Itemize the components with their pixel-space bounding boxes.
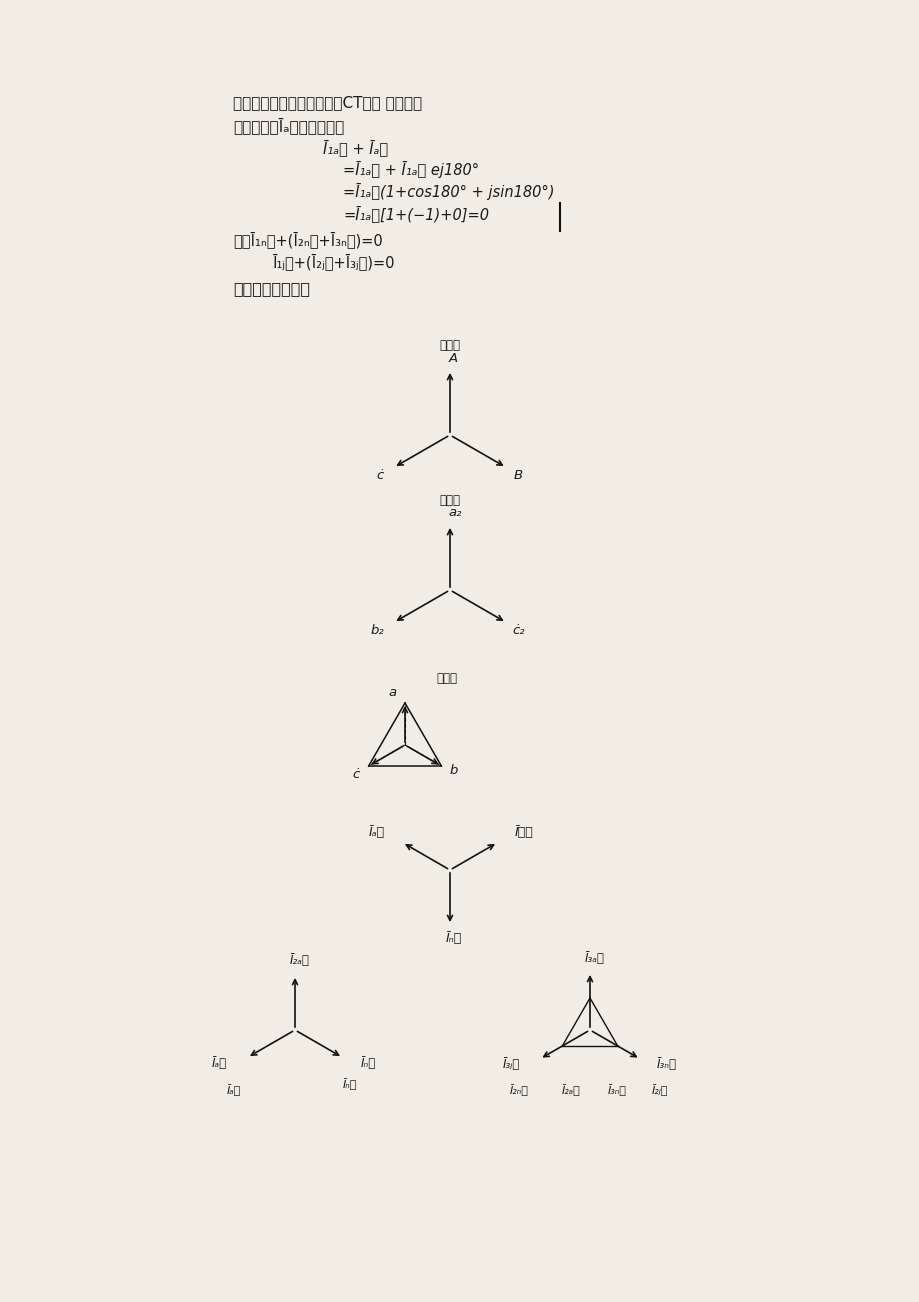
Text: Ī₃ₙ幂: Ī₃ₙ幂 [655,1059,675,1072]
Text: Ī₃ₙ线: Ī₃ₙ线 [607,1085,626,1096]
Text: A: A [448,352,457,365]
Text: b₂: b₂ [370,624,384,637]
Text: 同相位，并且都是负荷侧的CT二次 线电流，: 同相位，并且都是负荷侧的CT二次 线电流， [233,95,422,109]
Text: Īₐ幂: Īₐ幂 [211,1057,227,1070]
Text: Ī₂ₐ幂: Ī₂ₐ幂 [289,954,310,967]
Text: Īₙ线: Īₙ线 [446,932,461,945]
Text: ċ₂: ċ₂ [511,624,524,637]
Text: ċ: ċ [352,767,358,780]
Text: 中压侧: 中压侧 [439,493,460,506]
Text: 它们的和用Īₐ线表示，即：: 它们的和用Īₐ线表示，即： [233,117,344,134]
Text: 高压侧: 高压侧 [439,339,460,352]
Text: Īₙ幂: Īₙ幂 [360,1057,376,1070]
Text: Ī₃ⱼ幂: Ī₃ⱼ幂 [503,1059,520,1072]
Text: Ī₂ⱼ线: Ī₂ⱼ线 [652,1085,667,1096]
Text: a₂: a₂ [448,506,461,519]
Text: 变压器三侧相量图: 变压器三侧相量图 [233,281,310,296]
Text: Ī₁ⱼ线+(Ī₂ⱼ线+Ī₃ⱼ线)=0: Ī₁ⱼ线+(Ī₂ⱼ线+Ī₃ⱼ线)=0 [273,253,395,270]
Text: 低压侧: 低压侧 [436,672,457,685]
Text: Ī₃ₐ幂: Ī₃ₐ幂 [584,952,605,965]
Text: Ī₂ₙ线: Ī₂ₙ线 [509,1085,528,1096]
Text: a: a [389,686,397,699]
Text: ċ: ċ [376,469,383,482]
Text: B: B [513,469,522,482]
Text: ĪⲜ线: ĪⲜ线 [514,825,532,838]
Text: Īₙ幂: Īₙ幂 [343,1078,357,1090]
Text: =Ī₁ₐ线[1+(−1)+0]=0: =Ī₁ₐ线[1+(−1)+0]=0 [343,204,489,221]
Text: Ī₁ₐ线 + Īₐ线: Ī₁ₐ线 + Īₐ线 [323,139,388,156]
Text: =Ī₁ₐ线 + Ī₁ₐ线 ej180°: =Ī₁ₐ线 + Ī₁ₐ线 ej180° [343,161,479,178]
Text: b: b [448,763,457,776]
Text: Īₐ线: Īₐ线 [368,825,384,838]
Text: Īₐ幂: Īₐ幂 [227,1085,241,1096]
Text: 同理Ī₁ₙ线+(Ī₂ₙ线+Ī₃ₙ线)=0: 同理Ī₁ₙ线+(Ī₂ₙ线+Ī₃ₙ线)=0 [233,230,382,247]
Text: Ī₂ₐ线: Ī₂ₐ线 [562,1085,580,1096]
Text: =Ī₁ₐ线(1+cos180° + jsin180°): =Ī₁ₐ线(1+cos180° + jsin180°) [343,184,554,201]
